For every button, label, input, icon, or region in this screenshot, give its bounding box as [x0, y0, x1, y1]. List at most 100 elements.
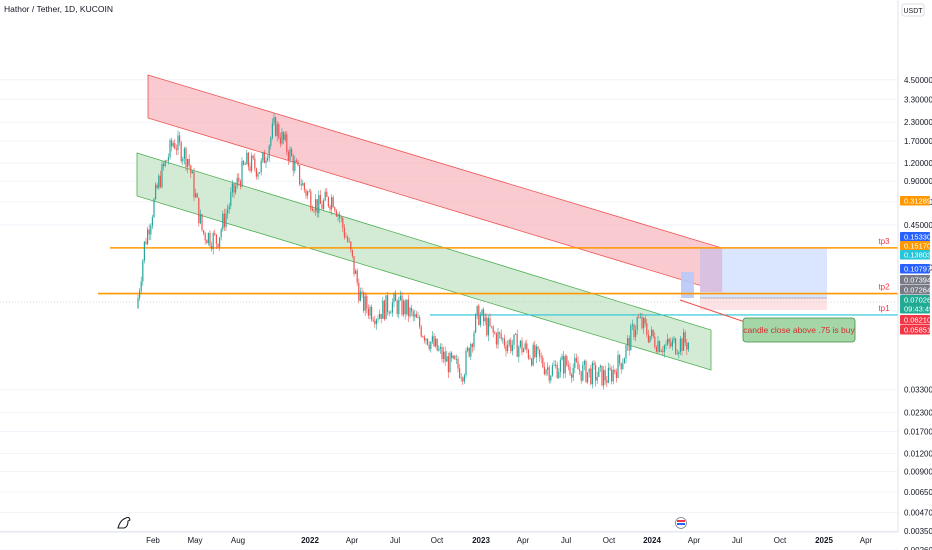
event-flag-icon[interactable] [675, 517, 687, 529]
candle [511, 339, 513, 356]
candle [523, 347, 525, 353]
time-tick: Jul [732, 536, 742, 545]
candle [582, 361, 584, 382]
candle [187, 158, 189, 174]
candle [526, 339, 528, 353]
candle [230, 187, 232, 209]
candle [299, 164, 301, 187]
candle [142, 258, 144, 286]
svg-text:09:43:49: 09:43:49 [904, 305, 932, 314]
candle [454, 354, 456, 360]
price-tag: 0.10797 [900, 264, 931, 274]
time-axis[interactable]: Feb May Aug 2022 Apr Jul Oct 2023 Apr Jul Oct 2024 A… [0, 516, 898, 545]
candle [345, 232, 347, 239]
candle [281, 128, 283, 146]
candle [663, 344, 665, 358]
candle [638, 313, 640, 319]
candle [593, 359, 595, 371]
callout-box[interactable] [742, 317, 856, 343]
candle [188, 154, 190, 169]
candle [316, 199, 318, 218]
candle [558, 368, 560, 379]
candle [471, 342, 473, 353]
candle [147, 226, 149, 246]
candle [406, 299, 408, 316]
candle [668, 337, 670, 349]
candle [225, 208, 227, 232]
candle [204, 231, 206, 245]
candle [239, 179, 241, 190]
dino-logo-icon[interactable] [117, 516, 131, 529]
candle [174, 138, 176, 150]
candle [175, 144, 177, 155]
svg-text:0.07026: 0.07026 [904, 296, 931, 305]
candle [321, 200, 323, 210]
candle [334, 206, 336, 213]
small-target-box [681, 272, 694, 298]
candle [251, 152, 253, 174]
candle [212, 231, 214, 255]
candle [331, 194, 333, 215]
candle [483, 307, 485, 327]
candle [271, 118, 273, 140]
candle [585, 359, 587, 383]
candle [348, 237, 350, 243]
price-tick: 0.00260 [904, 546, 932, 550]
candle [441, 343, 443, 363]
candle [332, 195, 334, 208]
candle [494, 330, 496, 335]
candle [590, 364, 592, 386]
horizontal-lines: tp3 tp2 tp1 [0, 237, 898, 316]
candle [311, 205, 313, 212]
candle [553, 360, 555, 367]
svg-text:0.13803: 0.13803 [904, 251, 931, 260]
price-tick: 0.00470 [904, 509, 932, 518]
candle [196, 192, 198, 198]
candle [607, 362, 609, 384]
candle [683, 328, 685, 351]
candle [318, 190, 320, 218]
price-axis[interactable]: USDT 4.50000 3.30000 2.30000 1.70000 1.20000 0… [897, 0, 932, 550]
time-tick: 2025 [815, 536, 833, 545]
candle [183, 146, 185, 165]
candle [431, 330, 433, 344]
candle [451, 351, 453, 362]
candle [324, 188, 326, 202]
candle [207, 232, 209, 246]
candle [627, 335, 629, 352]
green-channel [136, 152, 712, 371]
candle [679, 335, 681, 356]
currency-badge[interactable] [901, 3, 925, 17]
candle [620, 362, 622, 374]
candle [171, 137, 173, 152]
candle [275, 116, 277, 137]
candle [249, 162, 251, 173]
candle [534, 340, 536, 359]
candle [267, 154, 269, 163]
candle [686, 338, 688, 355]
stop-box [700, 298, 827, 310]
time-tick: Oct [774, 536, 787, 545]
candle [507, 340, 509, 354]
candle [681, 337, 683, 356]
candle [222, 210, 224, 232]
candle [153, 197, 155, 219]
candle [419, 314, 421, 329]
price-tag: 0.07026 [900, 295, 931, 305]
candle [604, 365, 606, 385]
candle [217, 243, 219, 249]
candle [467, 345, 469, 353]
price-tag: 0.13803 [900, 250, 931, 260]
candle [566, 354, 568, 367]
candle [481, 308, 483, 317]
candle [524, 340, 526, 351]
price-tick: 0.01700 [904, 428, 932, 437]
candle [255, 167, 257, 180]
candle [518, 345, 520, 363]
candle [548, 365, 550, 384]
candle [231, 179, 233, 198]
candle [654, 332, 656, 349]
candle [371, 304, 373, 322]
candle [505, 341, 507, 357]
